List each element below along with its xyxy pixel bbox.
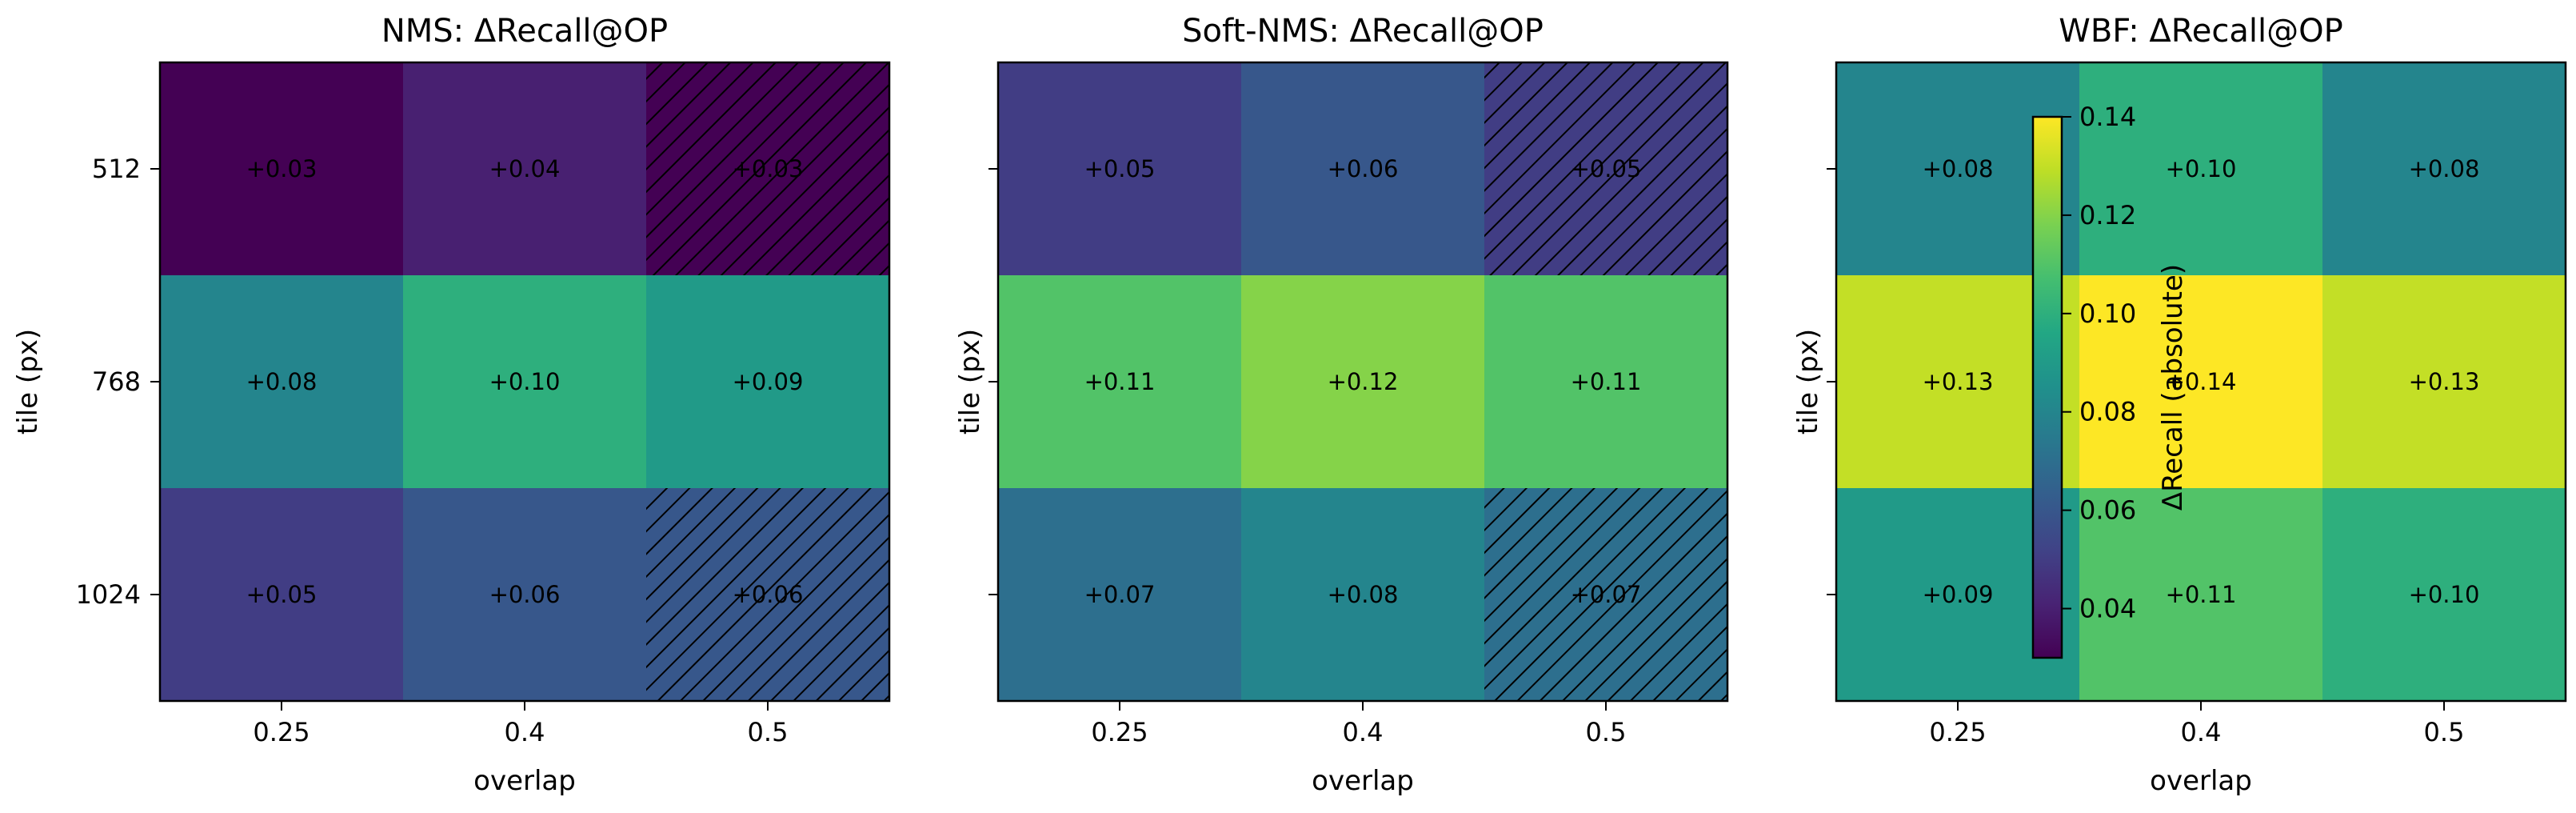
panel-title: Soft-NMS: ΔRecall@OP [1182, 13, 1544, 50]
cell-value-label: +0.14 [2166, 368, 2237, 395]
cell-value-label: +0.08 [2409, 155, 2480, 182]
cell-value-label: +0.03 [733, 155, 804, 182]
cell-value-label: +0.06 [733, 581, 804, 608]
cell-value-label: +0.10 [2409, 581, 2480, 608]
cell-value-label: +0.13 [1923, 368, 1994, 395]
colorbar-label: ΔRecall (absolute) [2157, 264, 2189, 511]
cell-value-label: +0.11 [1084, 368, 1156, 395]
x-tick-label: 0.5 [2424, 717, 2465, 747]
heatmap-cell [998, 488, 1242, 702]
cell-value-label: +0.05 [246, 581, 318, 608]
cell-value-label: +0.12 [1328, 368, 1399, 395]
x-axis-label: overlap [473, 765, 576, 797]
cell-value-label: +0.06 [1328, 155, 1399, 182]
heatmap-cell [2322, 275, 2566, 489]
y-axis-label: tile (px) [12, 329, 44, 435]
cell-value-label: +0.10 [489, 368, 561, 395]
y-axis-label: tile (px) [954, 329, 986, 435]
cell-value-label: +0.05 [1571, 155, 1642, 182]
colorbar-tick-label: 0.08 [2079, 397, 2136, 427]
cell-value-label: +0.03 [246, 155, 318, 182]
heatmap-cell [1484, 275, 1728, 489]
cell-value-label: +0.11 [2166, 581, 2237, 608]
colorbar-tick-label: 0.14 [2079, 102, 2136, 132]
x-tick-label: 0.5 [748, 717, 789, 747]
x-axis-label: overlap [2150, 765, 2252, 797]
cell-value-label: +0.09 [1923, 581, 1994, 608]
cell-value-label: +0.09 [733, 368, 804, 395]
heatmap-cell [403, 275, 647, 489]
cell-value-label: +0.08 [1328, 581, 1399, 608]
colorbar-tick-label: 0.04 [2079, 594, 2136, 624]
heatmap-cell [2079, 62, 2323, 276]
cell-value-label: +0.07 [1084, 581, 1156, 608]
x-tick-label: 0.4 [505, 717, 545, 747]
cell-value-label: +0.05 [1084, 155, 1156, 182]
cell-value-label: +0.04 [489, 155, 561, 182]
colorbar: 0.04 0.06 0.08 0.10 0.12 0.14 ΔRecall (absolut… [2031, 102, 2189, 659]
cell-value-label: +0.08 [1923, 155, 1994, 182]
cell-value-label: +0.10 [2166, 155, 2237, 182]
heatmap-cell [403, 62, 647, 276]
cell-value-label: +0.13 [2409, 368, 2480, 395]
cell-value-label: +0.07 [1571, 581, 1642, 608]
heatmap-cell [646, 275, 890, 489]
heatmap-cell [403, 488, 647, 702]
heatmap-cell [2322, 488, 2566, 702]
panel-title: WBF: ΔRecall@OP [2059, 13, 2342, 50]
x-tick-label: 0.4 [1343, 717, 1384, 747]
x-tick-label: 0.4 [2181, 717, 2222, 747]
heatmap-cell [1241, 488, 1485, 702]
colorbar-gradient [2031, 115, 2063, 659]
heatmap-cell [160, 62, 404, 276]
heatmap-cell [160, 275, 404, 489]
cell-value-label: +0.06 [489, 581, 561, 608]
heatmap-cell [2079, 488, 2323, 702]
x-tick-label: 0.25 [1929, 717, 1986, 747]
y-axis-label: tile (px) [1792, 329, 1824, 435]
hatch-overlay [1484, 62, 1727, 275]
heatmap-cell [160, 488, 404, 702]
cell-value-label: +0.08 [246, 368, 318, 395]
colorbar-tick-label: 0.06 [2079, 495, 2136, 526]
cell-value-label: +0.11 [1571, 368, 1642, 395]
heatmap-cell [2322, 62, 2566, 276]
x-tick-label: 0.25 [253, 717, 310, 747]
heatmap-panel-2: +0.05 +0.06 +0.05 +0.11 +0.12 +0.11 +0.07 +0.08… [954, 13, 1729, 797]
x-tick-label: 0.25 [1091, 717, 1148, 747]
colorbar-tick-label: 0.12 [2079, 200, 2136, 230]
x-axis-label: overlap [1312, 765, 1414, 797]
heatmap-cell [998, 62, 1242, 276]
panel-title: NMS: ΔRecall@OP [381, 13, 668, 50]
hatch-overlay [1484, 488, 1727, 701]
hatch-overlay [646, 488, 889, 701]
heatmap-cell [2079, 275, 2323, 489]
heatmap-panel-1: +0.03 +0.04 +0.03 +0.08 +0.10 +0.09 +0.05 +0.06… [12, 13, 891, 797]
heatmap-cell [998, 275, 1242, 489]
y-tick-label: 512 [92, 154, 141, 184]
hatch-overlay [646, 62, 889, 275]
heatmap-cell [1241, 62, 1485, 276]
y-tick-label: 768 [92, 366, 141, 397]
y-tick-label: 1024 [76, 579, 141, 610]
x-tick-label: 0.5 [1586, 717, 1627, 747]
colorbar-tick-label: 0.10 [2079, 298, 2136, 329]
heatmap-cell [1241, 275, 1485, 489]
